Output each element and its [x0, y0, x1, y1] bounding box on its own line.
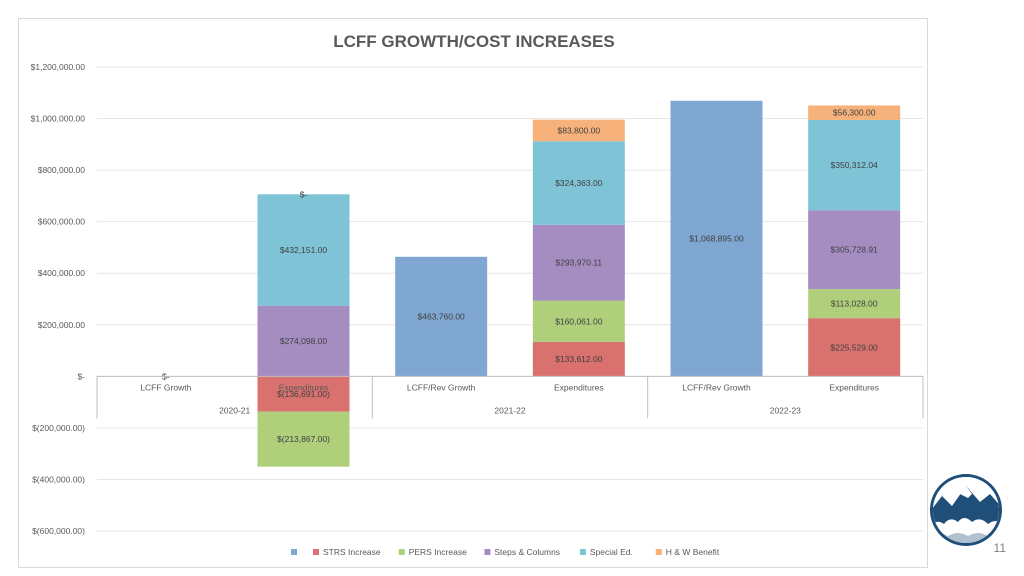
data-label: $(136,691.00) [277, 389, 330, 399]
bar-segment-special [257, 194, 350, 306]
bar-segment-special [532, 141, 625, 225]
bar-segment-strs [808, 318, 901, 377]
data-label: $56,300.00 [833, 108, 876, 118]
legend-label: PERS Increase [409, 547, 467, 557]
data-label: $463,760.00 [418, 312, 466, 322]
y-tick-label: $(400,000.00) [32, 474, 85, 484]
data-label: $432,151.00 [280, 245, 328, 255]
data-label: $274,098.00 [280, 336, 328, 346]
bar-segment-steps [532, 224, 625, 301]
page-number: 11 [993, 541, 1006, 555]
data-label: $324,363.00 [555, 178, 603, 188]
data-label: $160,061.00 [555, 316, 603, 326]
x-group-label: 2022-23 [770, 405, 801, 415]
y-tick-label: $400,000.00 [38, 268, 86, 278]
x-group-label: 2020-21 [219, 405, 250, 415]
bar-segment-strs [532, 341, 625, 377]
data-label: $350,312.04 [831, 160, 879, 170]
x-category-label: Expenditures [279, 382, 329, 392]
y-tick-label: $800,000.00 [38, 165, 86, 175]
bar-segment-pers [257, 411, 350, 467]
data-label: $293,970.11 [556, 258, 603, 268]
data-label: $305,728.91 [831, 245, 879, 255]
legend-label: Steps & Columns [494, 547, 560, 557]
x-category-label: LCFF/Rev Growth [682, 382, 751, 392]
data-label: $- [300, 189, 308, 199]
legend-label: Special Ed. [590, 547, 633, 557]
bar-segment-lcff [395, 256, 488, 377]
x-category-label: LCFF Growth [140, 382, 191, 392]
y-tick-label: $200,000.00 [38, 320, 86, 330]
data-label: $83,800.00 [558, 125, 601, 135]
x-category-label: Expenditures [829, 382, 879, 392]
legend-swatch-hw [655, 549, 662, 555]
y-tick-label: $1,000,000.00 [31, 114, 86, 124]
chart-title: LCFF GROWTH/COST INCREASES [333, 32, 614, 51]
y-tick-label: $1,200,000.00 [31, 62, 86, 72]
data-label: $133,612.00 [555, 354, 603, 364]
x-category-label: Expenditures [554, 382, 604, 392]
bar-segment-pers [808, 289, 901, 319]
legend-swatch-steps [484, 549, 491, 555]
data-label: $(213,867.00) [277, 434, 330, 444]
data-label: $1,068,895.00 [689, 234, 744, 244]
legend-label: H & W Benefit [666, 547, 720, 557]
bar-segment-steps [808, 210, 901, 290]
stacked-bar-chart: LCFF GROWTH/COST INCREASES $1,200,000.00 $… [31, 32, 924, 557]
legend-swatch-special [579, 549, 586, 555]
y-tick-label: $- [77, 371, 85, 381]
bar-segment-hw [808, 105, 901, 120]
bar-segment-strs [257, 376, 350, 412]
legend-swatch-strs [313, 549, 319, 555]
data-label: $225,529.00 [831, 342, 879, 352]
y-tick-label: $(200,000.00) [32, 423, 85, 433]
y-tick-label: $600,000.00 [38, 217, 86, 227]
bar-segment-special [808, 119, 901, 211]
bar-segment-pers [532, 300, 625, 342]
x-category-label: LCFF/Rev Growth [407, 382, 476, 392]
data-label: $113,028.00 [831, 299, 878, 309]
bar-segment-steps [257, 305, 350, 377]
legend-swatch-pers [398, 549, 405, 555]
legend-swatch-lcff [291, 549, 297, 555]
y-tick-label: $(600,000.00) [32, 526, 85, 536]
bar-segment-lcff [670, 100, 763, 377]
x-group-label: 2021-22 [494, 405, 525, 415]
chart-frame: LCFF GROWTH/COST INCREASES $1,200,000.00 $… [18, 18, 928, 568]
bar-segment-hw [532, 119, 625, 142]
legend-label: STRS Increase [323, 547, 381, 557]
mountain-logo-icon [930, 474, 1002, 546]
